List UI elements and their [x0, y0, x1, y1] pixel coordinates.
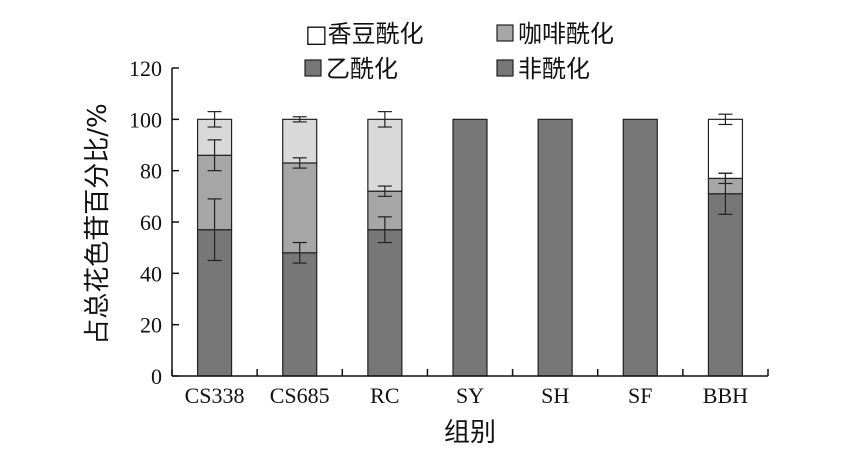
x-tick-label: CS685	[270, 383, 330, 408]
y-tick-label: 120	[129, 56, 162, 81]
bar-segment	[367, 229, 403, 377]
bar-segment	[282, 252, 318, 377]
y-axis-title: 占总花色苷百分比/%	[83, 103, 113, 344]
y-tick-label: 60	[140, 210, 162, 235]
legend-label: □香豆酰化	[305, 20, 424, 48]
bar-segment	[367, 118, 403, 192]
legend-label: 乙酰化	[326, 55, 398, 83]
axes-layer: 0 20 40 60 80 100 120 CS338 CS685 RC SY SH SF BBH	[129, 56, 769, 408]
bar-segment	[707, 118, 744, 179]
bar-segment	[282, 118, 318, 164]
y-tick-label: 80	[140, 159, 162, 184]
bars-layer	[196, 118, 744, 377]
x-tick-label: CS338	[185, 383, 245, 408]
bar-segment	[282, 162, 318, 254]
x-tick-label: SH	[541, 383, 569, 408]
bar-segment	[452, 118, 488, 377]
y-tick-label: 100	[129, 107, 162, 132]
x-tick-label: BBH	[703, 383, 748, 408]
legend-swatch	[304, 59, 322, 77]
y-tick-label: 0	[151, 364, 162, 389]
legend-swatch	[496, 24, 514, 42]
error-bars-layer	[207, 111, 733, 264]
bar-segment	[707, 193, 744, 377]
x-tick-label: RC	[370, 383, 399, 408]
y-tick-label: 20	[140, 313, 162, 338]
bar-segment	[622, 118, 658, 377]
legend-swatch	[496, 59, 514, 77]
x-axis-title: 组别	[444, 418, 496, 448]
y-tick-label: 40	[140, 261, 162, 286]
bar-segment	[537, 118, 573, 377]
legend-label: 非酰化	[518, 55, 590, 83]
x-tick-label: SY	[456, 383, 484, 408]
legend-label: 咖啡酰化	[518, 20, 614, 48]
x-tick-label: SF	[628, 383, 652, 408]
